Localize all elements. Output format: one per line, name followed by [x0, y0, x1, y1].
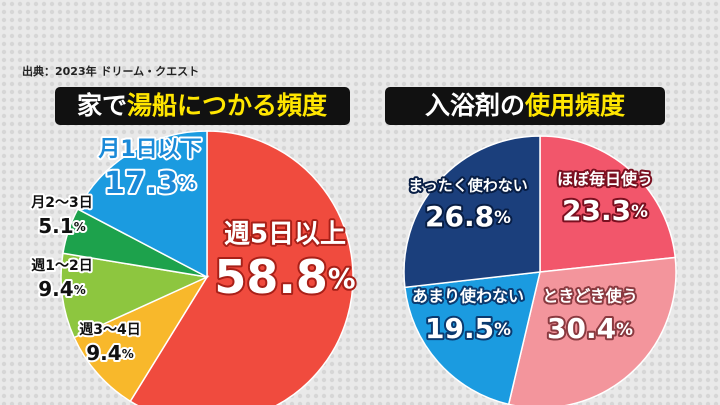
slice-label: 週3〜4日 [79, 322, 140, 338]
value-unit: % [494, 319, 511, 339]
pie-slice [403, 135, 541, 289]
value-label: 58.8% [214, 250, 355, 304]
chart-title: 入浴剤の使用頻度 [425, 91, 625, 120]
pie-slice [76, 130, 208, 279]
pie-slice [129, 130, 354, 405]
value-number: 19.5 [425, 312, 494, 345]
value-unit: % [74, 283, 86, 297]
pie-slice [507, 256, 677, 405]
title-box [385, 87, 665, 125]
value-label: 17.3% [104, 166, 196, 201]
value-number: 9.4 [86, 341, 121, 365]
pie-slice [60, 252, 210, 339]
slice-label: あまり使わない [412, 287, 524, 306]
pie-slice [73, 275, 209, 403]
value-unit: % [74, 220, 86, 234]
value-unit: % [494, 207, 511, 227]
value-number: 17.3 [104, 166, 178, 201]
chart-title: 家で湯船につかる頻度 [77, 91, 327, 120]
slice-label: 週1〜2日 [31, 258, 92, 274]
value-label: 5.1% [38, 214, 85, 238]
slice-label: 週5日以上 [224, 220, 346, 250]
value-number: 5.1 [38, 214, 73, 238]
title-box [55, 87, 350, 125]
value-number: 58.8 [214, 250, 328, 304]
pie-slice [539, 135, 677, 273]
source: 出典：2023年 ドリーム・クエスト [22, 64, 199, 78]
pie-slice [404, 271, 541, 405]
value-number: 30.4 [547, 312, 616, 345]
value-number: 23.3 [562, 194, 631, 227]
value-label: 19.5% [425, 312, 511, 345]
value-number: 26.8 [425, 200, 494, 233]
value-unit: % [616, 319, 633, 339]
title-part: 入浴剤の [425, 91, 525, 120]
value-unit: % [122, 347, 134, 361]
value-unit: % [328, 262, 356, 295]
value-label: 30.4% [547, 312, 633, 345]
value-label: 9.4% [38, 277, 85, 301]
value-label: 23.3% [562, 194, 648, 227]
slice-label: ほぼ毎日使う [557, 170, 653, 189]
title-part: 湯船につかる頻度 [127, 91, 327, 120]
value-number: 9.4 [38, 277, 73, 301]
slice-label: 月2〜3日 [30, 195, 92, 211]
slice-label: 月1日以下 [97, 137, 201, 162]
title-part: 使用頻度 [524, 91, 625, 120]
title-part: 家で [77, 91, 127, 120]
value-unit: % [631, 201, 648, 221]
value-label: 9.4% [86, 341, 133, 365]
value-label: 26.8% [425, 200, 511, 233]
value-unit: % [178, 173, 196, 194]
slice-label: まったく使わない [408, 177, 527, 195]
slice-label: ときどき使う [542, 287, 638, 306]
